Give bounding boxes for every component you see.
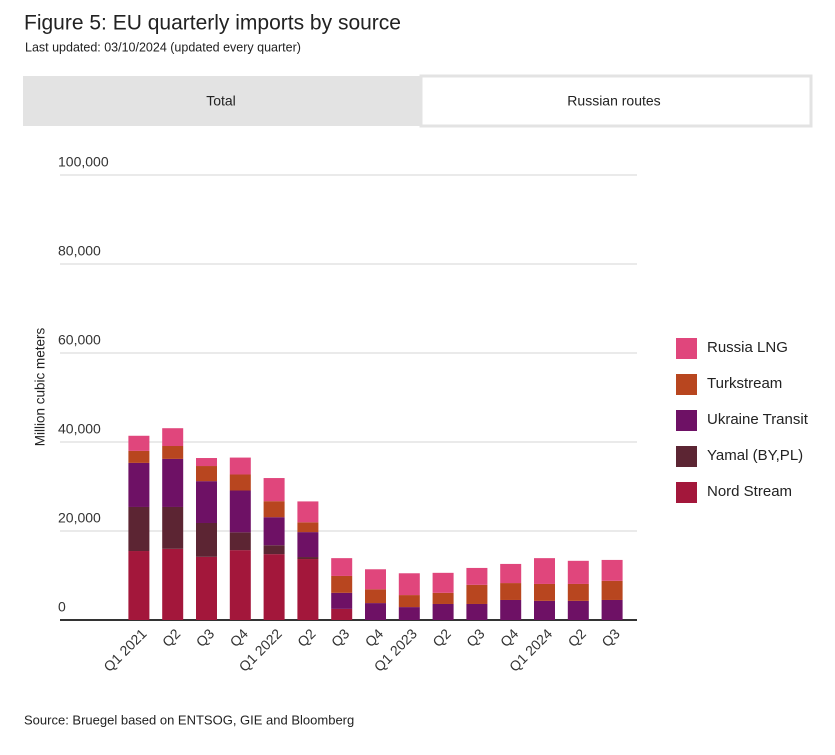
legend-label: Russia LNG [707, 339, 788, 356]
bar-segment [500, 599, 522, 620]
legend-label: Yamal (BY,PL) [707, 447, 803, 464]
bar-segment [398, 573, 420, 596]
bar-segment [365, 603, 386, 620]
legend-swatch [676, 374, 697, 395]
bar-segment [466, 567, 488, 585]
bar-segment [162, 548, 184, 620]
bar-segment [567, 560, 589, 584]
bar-segment [263, 545, 285, 555]
bar-segment [331, 575, 353, 593]
x-tick-label: Q2 [159, 625, 184, 650]
bar-segment [229, 532, 251, 551]
bar-segment [331, 608, 353, 620]
bar-segment [263, 501, 285, 518]
bar-segment [297, 522, 319, 533]
bar-segment [162, 458, 184, 507]
bar-segment [128, 450, 150, 463]
bar-segment [398, 607, 420, 620]
x-tick-label: Q4 [497, 625, 522, 650]
bar-segment [128, 551, 150, 620]
bar-segment [263, 478, 285, 502]
bar-segment [297, 557, 319, 560]
x-tick-label: Q4 [227, 625, 252, 650]
bar-segment [534, 583, 555, 601]
bar-segment [432, 603, 454, 620]
bar-segment [534, 558, 555, 584]
x-tick-label: Q2 [294, 625, 319, 650]
bar-segment [534, 600, 555, 620]
bar-segment [398, 595, 420, 608]
legend-swatch [676, 446, 697, 467]
y-tick-label: 100,000 [58, 154, 109, 170]
y-tick-label: 60,000 [58, 332, 101, 348]
bar-segment [567, 583, 589, 601]
bar-segment [365, 589, 386, 604]
bar-segment [229, 490, 251, 533]
y-tick-label: 20,000 [58, 510, 101, 526]
bar-segment [162, 506, 184, 549]
y-tick-label: 40,000 [58, 421, 101, 437]
x-tick-label: Q2 [429, 625, 454, 650]
x-tick-label: Q3 [328, 625, 353, 650]
bar-segment [196, 556, 217, 620]
source-note: Source: Bruegel based on ENTSOG, GIE and… [24, 712, 354, 727]
bar-segment [196, 522, 217, 557]
bar-segment [601, 599, 623, 620]
chart-title: Figure 5: EU quarterly imports by source [24, 12, 401, 35]
tab-label[interactable]: Total [206, 93, 236, 109]
bar-segment [297, 559, 319, 620]
tab-bar: Total Russian routes [23, 74, 813, 128]
tab-label[interactable]: Russian routes [567, 93, 660, 109]
bar-segment [432, 572, 454, 593]
bar-segment [432, 592, 454, 604]
bar-segment [263, 517, 285, 546]
bar-segment [128, 462, 150, 507]
x-tick-label: Q2 [565, 625, 590, 650]
legend-label: Turkstream [707, 375, 782, 392]
bar-segment [162, 446, 184, 459]
bar-segment [229, 550, 251, 620]
bar-segment [196, 481, 217, 523]
legend-label: Ukraine Transit [707, 411, 809, 428]
bar-segment [128, 506, 150, 552]
y-tick-label: 80,000 [58, 243, 101, 259]
bar-segment [297, 501, 319, 523]
x-tick-label: Q4 [362, 625, 387, 650]
bar-segment [196, 458, 217, 467]
bar-segment [500, 583, 522, 600]
chart-subtitle: Last updated: 03/10/2024 (updated every … [25, 40, 301, 54]
bar-segment [466, 584, 488, 604]
bar-segment [229, 474, 251, 491]
x-tick-label: Q3 [463, 625, 488, 650]
y-axis-label: Million cubic meters [33, 327, 48, 446]
bar-segment [466, 603, 488, 620]
bar-segment [567, 600, 589, 620]
tab[interactable] [419, 74, 813, 128]
bar-segment [331, 558, 353, 576]
bar-segment [162, 428, 184, 447]
tab[interactable] [23, 76, 421, 126]
legend-swatch [676, 410, 697, 431]
x-tick-label: Q1 2021 [100, 625, 149, 674]
bar-segment [128, 435, 150, 451]
bar-segment [331, 592, 353, 609]
bar-segment [500, 563, 522, 584]
legend-label: Nord Stream [707, 483, 792, 500]
bar-segment [365, 569, 386, 590]
bar-segment [601, 580, 623, 600]
bar-segment [263, 554, 285, 620]
bar-segment [196, 466, 217, 482]
x-tick-label: Q3 [193, 625, 218, 650]
legend-swatch [676, 482, 697, 503]
x-tick-label: Q3 [598, 625, 623, 650]
bar-segment [601, 559, 623, 581]
bar-segment [297, 532, 319, 558]
bar-segment [229, 457, 251, 475]
legend-swatch [676, 338, 697, 359]
y-tick-label: 0 [58, 599, 66, 615]
